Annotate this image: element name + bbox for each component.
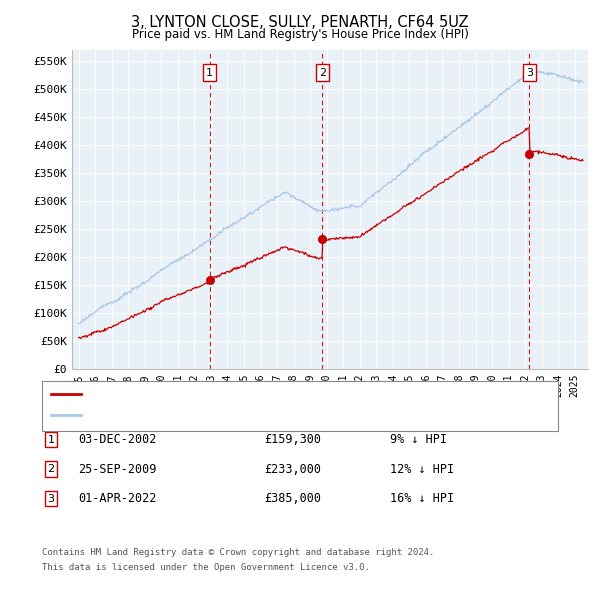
- Text: £159,300: £159,300: [264, 433, 321, 446]
- Text: 3, LYNTON CLOSE, SULLY, PENARTH, CF64 5UZ: 3, LYNTON CLOSE, SULLY, PENARTH, CF64 5U…: [131, 15, 469, 30]
- Text: 1: 1: [206, 67, 213, 77]
- Text: 1: 1: [47, 435, 55, 444]
- Text: 3: 3: [47, 494, 55, 503]
- Text: £385,000: £385,000: [264, 492, 321, 505]
- Text: 2: 2: [47, 464, 55, 474]
- Text: 9% ↓ HPI: 9% ↓ HPI: [390, 433, 447, 446]
- Text: 03-DEC-2002: 03-DEC-2002: [78, 433, 157, 446]
- Text: 01-APR-2022: 01-APR-2022: [78, 492, 157, 505]
- Text: 12% ↓ HPI: 12% ↓ HPI: [390, 463, 454, 476]
- Text: 3: 3: [526, 67, 533, 77]
- Text: Price paid vs. HM Land Registry's House Price Index (HPI): Price paid vs. HM Land Registry's House …: [131, 28, 469, 41]
- Text: This data is licensed under the Open Government Licence v3.0.: This data is licensed under the Open Gov…: [42, 563, 370, 572]
- Text: 16% ↓ HPI: 16% ↓ HPI: [390, 492, 454, 505]
- Text: 3, LYNTON CLOSE, SULLY, PENARTH, CF64 5UZ (detached house): 3, LYNTON CLOSE, SULLY, PENARTH, CF64 5U…: [87, 389, 449, 398]
- Text: 25-SEP-2009: 25-SEP-2009: [78, 463, 157, 476]
- Text: Contains HM Land Registry data © Crown copyright and database right 2024.: Contains HM Land Registry data © Crown c…: [42, 548, 434, 556]
- Text: HPI: Average price, detached house, Vale of Glamorgan: HPI: Average price, detached house, Vale…: [87, 410, 418, 419]
- Text: £233,000: £233,000: [264, 463, 321, 476]
- Text: 2: 2: [319, 67, 326, 77]
